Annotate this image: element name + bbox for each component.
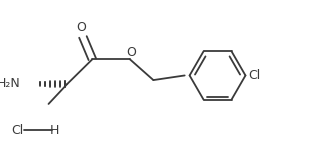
Text: H: H bbox=[50, 124, 59, 137]
Text: O: O bbox=[126, 46, 136, 59]
Text: Cl: Cl bbox=[11, 124, 23, 137]
Text: O: O bbox=[76, 21, 86, 34]
Text: H₂N: H₂N bbox=[0, 77, 20, 90]
Text: Cl: Cl bbox=[249, 69, 261, 82]
